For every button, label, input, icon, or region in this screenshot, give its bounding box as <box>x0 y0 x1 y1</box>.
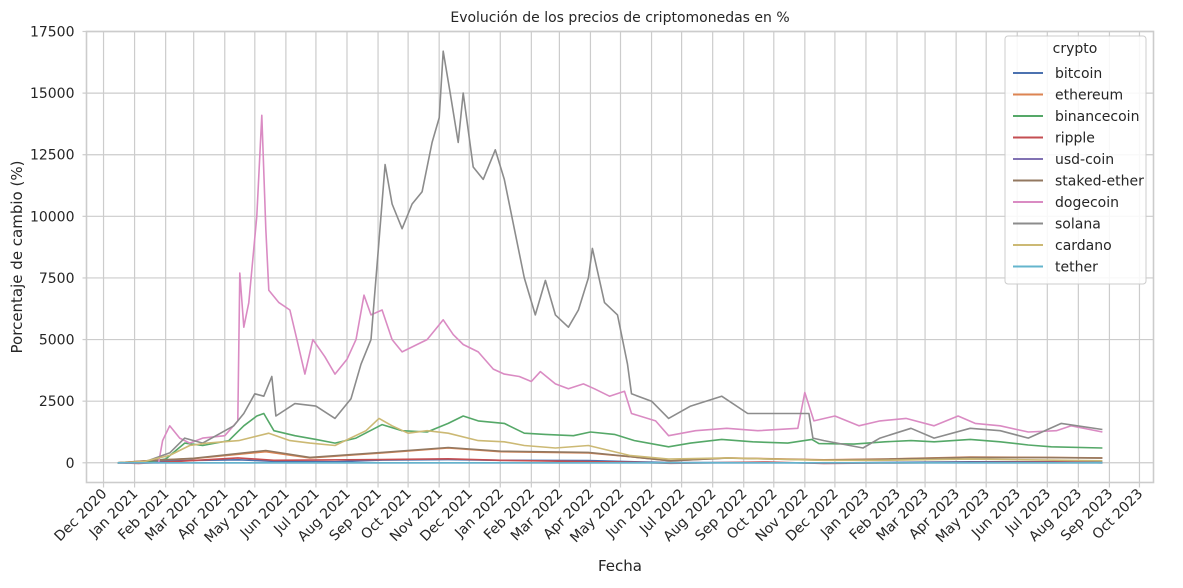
legend-box <box>1004 35 1147 285</box>
y-tick-label: 5000 <box>39 333 75 349</box>
y-tick-label: 2500 <box>39 394 75 410</box>
legend-label-tether: tether <box>1055 260 1098 276</box>
legend-label-usd-coin: usd-coin <box>1055 152 1114 168</box>
legend-items: bitcoin ethereum binancecoin ripple usd-coin… <box>1013 66 1144 276</box>
y-tick-label: 15000 <box>30 86 75 102</box>
series-line-solana <box>117 50 1103 464</box>
series-line-binancecoin <box>117 412 1103 464</box>
series-line-staked-ether <box>117 446 1103 464</box>
legend-label-cardano: cardano <box>1055 238 1112 254</box>
y-tick-label: 0 <box>66 456 75 472</box>
y-axis-ticks: 0 2500 5000 7500 10000 12500 15000 17500 <box>30 25 87 472</box>
y-tick-label: 12500 <box>30 148 75 164</box>
y-axis-label: Porcentaje de cambio (%) <box>8 161 26 354</box>
series-line-dogecoin <box>117 114 1103 464</box>
series-line-cardano <box>117 417 1103 464</box>
legend-label-binancecoin: binancecoin <box>1055 109 1139 125</box>
legend-title: crypto <box>1053 41 1098 57</box>
legend-label-staked-ether: staked-ether <box>1055 174 1144 190</box>
series-lines <box>117 50 1103 465</box>
legend: crypto bitcoin ethereum binancecoin ripple u… <box>1004 35 1147 285</box>
y-tick-label: 17500 <box>30 25 75 41</box>
legend-label-solana: solana <box>1055 217 1101 233</box>
y-tick-label: 10000 <box>30 209 75 225</box>
legend-label-ripple: ripple <box>1055 131 1095 147</box>
legend-label-ethereum: ethereum <box>1055 88 1123 104</box>
chart-title: Evolución de los precios de criptomoneda… <box>450 10 789 26</box>
legend-label-bitcoin: bitcoin <box>1055 66 1102 82</box>
x-axis-label: Fecha <box>598 557 642 575</box>
y-tick-label: 7500 <box>39 271 75 287</box>
legend-label-dogecoin: dogecoin <box>1055 195 1119 211</box>
